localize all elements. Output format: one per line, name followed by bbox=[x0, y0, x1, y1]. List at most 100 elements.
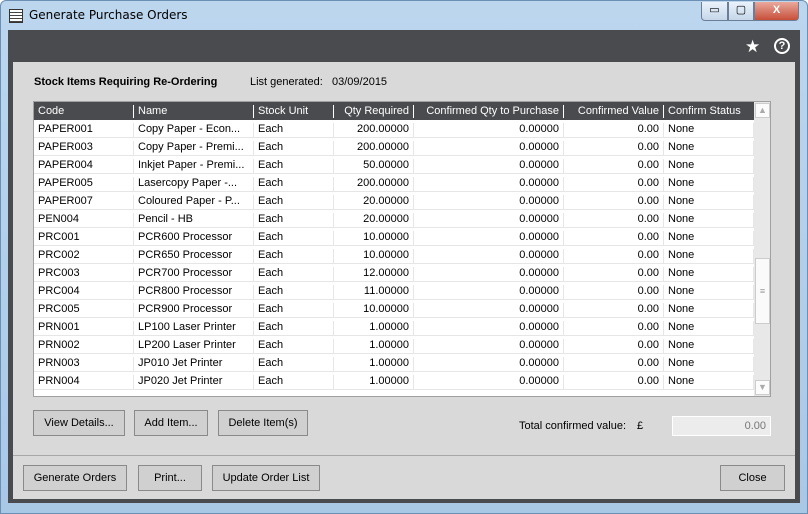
table-row[interactable]: PRN001 LP100 Laser Printer Each 1.00000 0.00… bbox=[34, 318, 754, 336]
cell-qty-required: 10.00000 bbox=[334, 303, 414, 317]
cell-qty-required: 50.00000 bbox=[334, 159, 414, 173]
update-order-list-button[interactable]: Update Order List bbox=[212, 465, 320, 491]
cell-stock-unit: Each bbox=[254, 267, 334, 281]
cell-name: LP100 Laser Printer bbox=[134, 321, 254, 335]
scroll-down-button[interactable]: ▼ bbox=[755, 380, 770, 395]
cell-code: PRN001 bbox=[34, 321, 134, 335]
cell-qty-required: 1.00000 bbox=[334, 375, 414, 389]
cell-qty-required: 10.00000 bbox=[334, 231, 414, 245]
cell-name: JP020 Jet Printer bbox=[134, 375, 254, 389]
cell-stock-unit: Each bbox=[254, 357, 334, 371]
cell-confirmed-value: 0.00 bbox=[564, 375, 664, 389]
column-header-stock-unit[interactable]: Stock Unit bbox=[254, 105, 334, 118]
cell-confirm-status: None bbox=[664, 303, 754, 317]
table-row[interactable]: PRC003 PCR700 Processor Each 12.00000 0.0000… bbox=[34, 264, 754, 282]
add-item-button[interactable]: Add Item... bbox=[134, 410, 208, 436]
table-row[interactable]: PAPER004 Inkjet Paper - Premi... Each 50.00… bbox=[34, 156, 754, 174]
cell-confirm-status: None bbox=[664, 267, 754, 281]
table-row[interactable]: PAPER007 Coloured Paper - P... Each 20.0000… bbox=[34, 192, 754, 210]
cell-confirmed-qty: 0.00000 bbox=[414, 249, 564, 263]
cell-confirm-status: None bbox=[664, 357, 754, 371]
cell-name: Copy Paper - Econ... bbox=[134, 123, 254, 137]
table-row[interactable]: PRC002 PCR650 Processor Each 10.00000 0.0000… bbox=[34, 246, 754, 264]
cell-confirmed-value: 0.00 bbox=[564, 231, 664, 245]
column-header-code[interactable]: Code bbox=[34, 105, 134, 118]
stock-items-grid[interactable]: Code Name Stock Unit Qty Required Confir… bbox=[33, 101, 771, 397]
cell-confirmed-value: 0.00 bbox=[564, 303, 664, 317]
column-header-confirmed-qty[interactable]: Confirmed Qty to Purchase bbox=[414, 105, 564, 118]
cell-stock-unit: Each bbox=[254, 249, 334, 263]
cell-qty-required: 10.00000 bbox=[334, 249, 414, 263]
vertical-scrollbar[interactable]: ▲ ≡ ▼ bbox=[754, 102, 770, 396]
help-icon[interactable]: ? bbox=[774, 38, 790, 54]
cell-qty-required: 200.00000 bbox=[334, 123, 414, 137]
currency-symbol: £ bbox=[637, 420, 644, 432]
scroll-up-button[interactable]: ▲ bbox=[755, 103, 770, 118]
app-icon bbox=[9, 9, 23, 23]
cell-stock-unit: Each bbox=[254, 339, 334, 353]
cell-stock-unit: Each bbox=[254, 213, 334, 227]
cell-stock-unit: Each bbox=[254, 303, 334, 317]
total-confirmed-label: Total confirmed value: bbox=[519, 420, 626, 432]
cell-confirmed-qty: 0.00000 bbox=[414, 303, 564, 317]
cell-confirm-status: None bbox=[664, 339, 754, 353]
print-button[interactable]: Print... bbox=[138, 465, 202, 491]
cell-name: Copy Paper - Premi... bbox=[134, 141, 254, 155]
table-row-partial[interactable] bbox=[34, 390, 754, 396]
cell-code: PRC001 bbox=[34, 231, 134, 245]
table-row[interactable]: PRC001 PCR600 Processor Each 10.00000 0.0000… bbox=[34, 228, 754, 246]
cell-confirmed-value: 0.00 bbox=[564, 267, 664, 281]
cell-code: PAPER001 bbox=[34, 123, 134, 137]
table-row[interactable]: PRC004 PCR800 Processor Each 11.00000 0.0000… bbox=[34, 282, 754, 300]
cell-confirmed-value: 0.00 bbox=[564, 123, 664, 137]
close-button[interactable]: Close bbox=[720, 465, 785, 491]
cell-stock-unit: Each bbox=[254, 159, 334, 173]
table-row[interactable]: PAPER003 Copy Paper - Premi... Each 200.000… bbox=[34, 138, 754, 156]
table-row[interactable]: PRC005 PCR900 Processor Each 10.00000 0.0000… bbox=[34, 300, 754, 318]
cell-stock-unit: Each bbox=[254, 177, 334, 191]
cell-confirmed-qty: 0.00000 bbox=[414, 141, 564, 155]
column-header-confirm-status[interactable]: Confirm Status bbox=[668, 105, 741, 117]
cell-name: Pencil - HB bbox=[134, 213, 254, 227]
cell-confirm-status: None bbox=[664, 375, 754, 389]
cell-confirmed-qty: 0.00000 bbox=[414, 213, 564, 227]
minimize-button[interactable]: ▭ bbox=[701, 2, 728, 21]
table-row[interactable]: PRN003 JP010 Jet Printer Each 1.00000 0.0000… bbox=[34, 354, 754, 372]
cell-qty-required: 1.00000 bbox=[334, 357, 414, 371]
table-row[interactable]: PAPER005 Lasercopy Paper -... Each 200.0000… bbox=[34, 174, 754, 192]
cell-confirmed-qty: 0.00000 bbox=[414, 375, 564, 389]
list-generated-label: List generated: bbox=[250, 76, 323, 88]
cell-name: Lasercopy Paper -... bbox=[134, 177, 254, 191]
cell-name: Coloured Paper - P... bbox=[134, 195, 254, 209]
cell-stock-unit: Each bbox=[254, 195, 334, 209]
cell-stock-unit: Each bbox=[254, 123, 334, 137]
cell-qty-required: 20.00000 bbox=[334, 195, 414, 209]
cell-code: PRN002 bbox=[34, 339, 134, 353]
cell-confirm-status: None bbox=[664, 285, 754, 299]
cell-name: PCR800 Processor bbox=[134, 285, 254, 299]
cell-code: PAPER004 bbox=[34, 159, 134, 173]
cell-confirmed-qty: 0.00000 bbox=[414, 285, 564, 299]
close-window-button[interactable]: X bbox=[754, 2, 799, 21]
generate-orders-button[interactable]: Generate Orders bbox=[23, 465, 127, 491]
table-row[interactable]: PRN002 LP200 Laser Printer Each 1.00000 0.00… bbox=[34, 336, 754, 354]
table-row[interactable]: PRN004 JP020 Jet Printer Each 1.00000 0.0000… bbox=[34, 372, 754, 390]
cell-name: PCR600 Processor bbox=[134, 231, 254, 245]
cell-name: LP200 Laser Printer bbox=[134, 339, 254, 353]
column-header-name[interactable]: Name bbox=[134, 105, 254, 118]
cell-confirmed-value: 0.00 bbox=[564, 339, 664, 353]
cell-confirm-status: None bbox=[664, 231, 754, 245]
delete-items-button[interactable]: Delete Item(s) bbox=[218, 410, 308, 436]
cell-confirm-status: None bbox=[664, 195, 754, 209]
table-row[interactable]: PAPER001 Copy Paper - Econ... Each 200.0000… bbox=[34, 120, 754, 138]
cell-code: PAPER007 bbox=[34, 195, 134, 209]
maximize-button[interactable]: ▢ bbox=[728, 2, 754, 21]
star-icon[interactable]: ★ bbox=[745, 37, 761, 56]
view-details-button[interactable]: View Details... bbox=[33, 410, 125, 436]
column-header-confirmed-value[interactable]: Confirmed Value bbox=[564, 105, 664, 118]
column-header-qty-required[interactable]: Qty Required bbox=[334, 105, 414, 118]
table-row[interactable]: PEN004 Pencil - HB Each 20.00000 0.00000 0.00… bbox=[34, 210, 754, 228]
cell-qty-required: 1.00000 bbox=[334, 339, 414, 353]
scroll-thumb[interactable]: ≡ bbox=[755, 258, 770, 324]
cell-confirmed-value: 0.00 bbox=[564, 249, 664, 263]
